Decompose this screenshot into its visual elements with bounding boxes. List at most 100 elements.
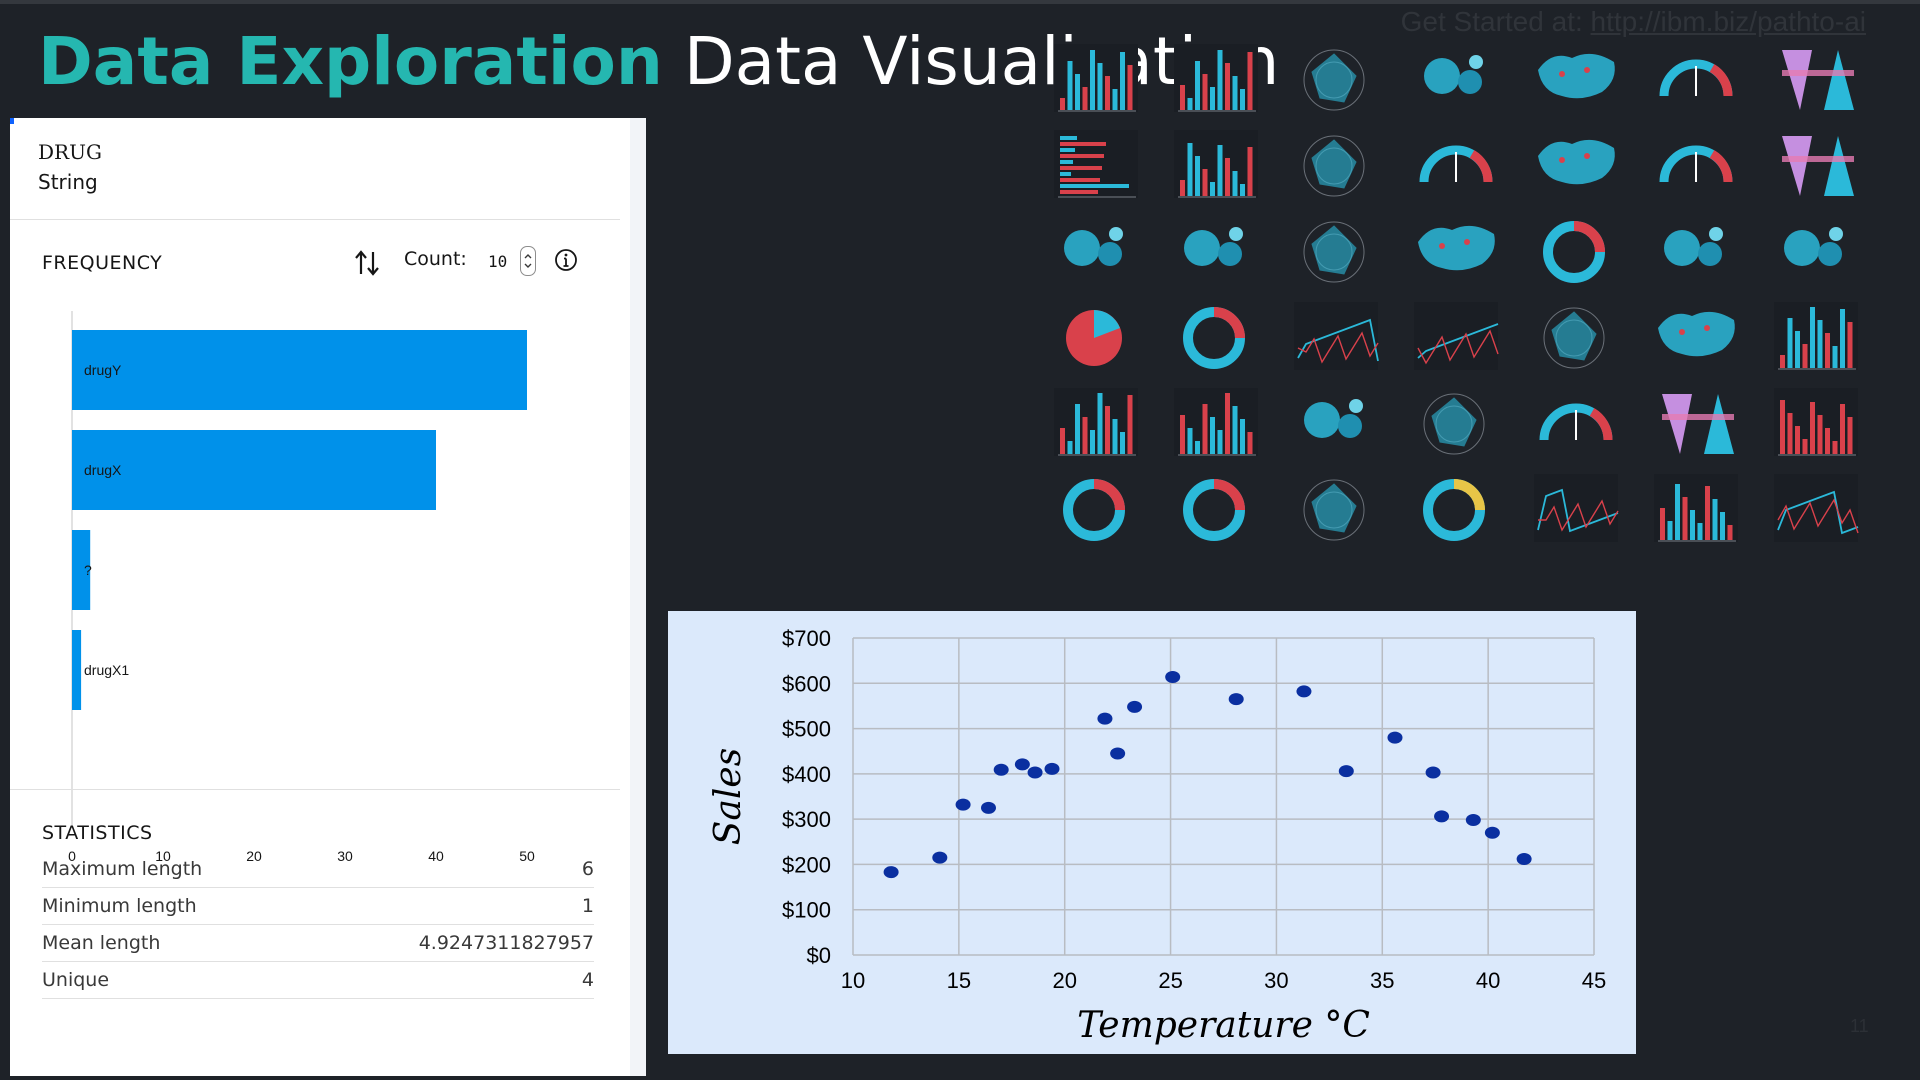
thumb-bar: [1067, 441, 1073, 454]
link-url[interactable]: http://ibm.biz/pathto-ai: [1590, 6, 1866, 37]
thumb-marker: [1439, 243, 1445, 249]
thumb-arc: [1213, 479, 1245, 511]
thumb-arc: [1709, 150, 1733, 183]
thumb-ring: [1423, 393, 1485, 455]
radial-chart-icon: [1303, 135, 1365, 197]
stats-label: Minimum length: [42, 895, 197, 917]
count-stepper[interactable]: [520, 246, 536, 276]
thumb-bar: [1060, 136, 1077, 140]
thumb-map: [1538, 139, 1615, 185]
thumb-bar: [1210, 87, 1215, 110]
y-tick-label: $500: [782, 717, 831, 742]
title-accent: Data Exploration: [38, 23, 663, 100]
thumb-bubble: [1098, 242, 1122, 266]
y-axis-label: Sales: [708, 748, 749, 845]
count-label: Count:: [404, 248, 467, 270]
thumb-bar: [1787, 318, 1793, 368]
hbar-chart-icon: [1054, 130, 1138, 198]
thumb-bar: [1217, 430, 1223, 454]
scatter-cloud-icon: [1304, 399, 1363, 438]
multi-gauge-icon: [1419, 145, 1493, 183]
bar-chart-icon: [1054, 44, 1138, 112]
thumb-bar: [1097, 63, 1103, 110]
y-tick-label: $600: [782, 671, 831, 696]
bar-line-icon: [1774, 302, 1858, 370]
thumb-shape: [1311, 483, 1357, 533]
thumb-bar: [1060, 190, 1098, 194]
radar-chart-icon: [1303, 49, 1365, 111]
thumb-line: [1537, 488, 1619, 533]
statistics-table: Maximum length 6 Minimum length 1 Mean lengt…: [42, 851, 594, 999]
stats-row: Maximum length 6: [42, 851, 594, 888]
thumb-bar: [1697, 523, 1703, 540]
candlestick-icon: [1174, 388, 1258, 456]
stats-row: Minimum length 1: [42, 888, 594, 925]
pie-chart-icon: [1066, 310, 1122, 366]
thumb-bubble: [1109, 227, 1123, 241]
get-started-link[interactable]: Get Started at: http://ibm.biz/pathto-ai: [1401, 6, 1866, 38]
header-divider: [10, 219, 620, 220]
thumb-bar: [1795, 426, 1800, 454]
thumb-line: [1777, 498, 1859, 534]
step-line-icon: [1414, 302, 1499, 370]
count-input[interactable]: 10: [488, 252, 508, 271]
frequency-bar: [72, 630, 82, 710]
packed-bubble-icon: [1184, 227, 1243, 266]
x-tick-label: 0: [68, 848, 76, 864]
x-tick-label: 30: [337, 848, 353, 864]
half-gauge-icon: [1659, 145, 1733, 183]
scatter-point: [1014, 758, 1030, 771]
scatter-point: [993, 763, 1009, 776]
thumb-bg: [1054, 44, 1138, 112]
statistics-title: STATISTICS: [42, 822, 153, 844]
thumb-marker: [1584, 67, 1590, 73]
scatter-point: [1110, 747, 1126, 760]
info-icon[interactable]: [554, 248, 578, 272]
stats-label: Unique: [42, 969, 110, 991]
thumb-bar: [1840, 404, 1845, 454]
thumb-band: [1782, 156, 1854, 162]
thumb-bar: [1682, 497, 1688, 540]
scatter-point: [1387, 731, 1403, 744]
scatter-point: [1338, 765, 1354, 778]
variable-type: String: [38, 170, 98, 194]
x-axis-label: Temperature °C: [1077, 1005, 1370, 1046]
y-tick-label: $700: [782, 626, 831, 651]
thumb-funnel: [1782, 136, 1812, 196]
thumb-bar: [1187, 143, 1193, 196]
thumb-bubble: [1304, 402, 1340, 438]
thumb-bar: [1067, 61, 1073, 110]
scatter-point: [1296, 685, 1312, 698]
polar-area-icon: [1423, 393, 1485, 455]
gradient-ring-icon: [1423, 479, 1485, 541]
scatter-point: [1165, 670, 1181, 683]
thumb-bar: [1210, 417, 1215, 454]
scatter-point: [1516, 852, 1532, 865]
radar-web-icon: [1543, 307, 1605, 369]
thumb-shape: [1311, 53, 1357, 103]
multi-ring-icon: [1183, 479, 1245, 541]
multi-line-icon: [1534, 474, 1619, 542]
frequency-bar: [72, 330, 527, 410]
thumb-bar: [1225, 393, 1230, 454]
thumb-bar: [1195, 156, 1200, 196]
x-tick-label: 20: [1052, 968, 1076, 993]
x-tick-label: 40: [428, 848, 444, 864]
thumb-bubble: [1458, 70, 1482, 94]
thumb-ring: [1543, 307, 1605, 369]
thumb-bar: [1187, 428, 1193, 454]
europe-map-icon: [1658, 311, 1735, 357]
frequency-title: FREQUENCY: [42, 252, 163, 274]
thumb-ring: [1303, 49, 1365, 111]
pyramid-icon: [1782, 136, 1854, 196]
panel-scroll-gutter: [630, 118, 646, 1076]
sort-icon[interactable]: [354, 248, 380, 278]
thumb-bar: [1090, 430, 1095, 454]
scatter-point: [1044, 762, 1060, 775]
x-tick-label: 10: [841, 968, 865, 993]
thumb-bar: [1060, 148, 1075, 152]
bar-label: drugX1: [84, 662, 129, 678]
thumb-bar: [1225, 158, 1230, 196]
stats-row: Unique 4: [42, 962, 594, 999]
stats-value: 4: [581, 969, 594, 991]
